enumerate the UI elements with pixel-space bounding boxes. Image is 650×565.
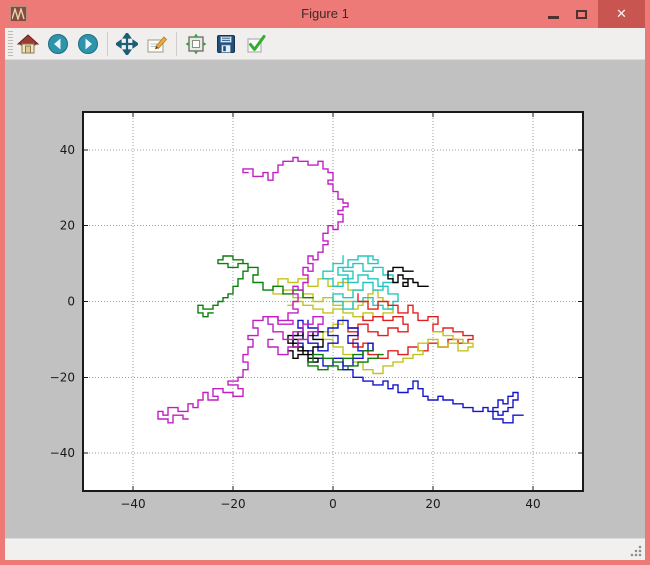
toolbar-separator (176, 31, 177, 56)
status-bar (5, 538, 645, 560)
resize-grip-icon[interactable] (630, 545, 642, 557)
back-arrow-icon (48, 33, 68, 54)
walk-magenta-1 (242, 156, 349, 356)
walk-black-1 (387, 266, 429, 288)
forward-arrow-icon (78, 33, 98, 54)
close-button[interactable]: ✕ (598, 0, 645, 28)
axes-plot-area[interactable]: −40 −20 0 20 40 −40 −20 0 20 40 (50, 111, 584, 511)
figure-canvas[interactable]: −40 −20 0 20 40 −40 −20 0 20 40 (5, 60, 645, 538)
tick-label: −40 (50, 446, 75, 460)
tick-label: −20 (220, 497, 245, 511)
tick-label: 40 (60, 143, 75, 157)
pencil-note-icon (147, 35, 168, 52)
walk-green-1 (197, 255, 314, 318)
pan-button[interactable] (113, 30, 141, 58)
window-title: Figure 1 (301, 6, 349, 21)
figure-toolbar (5, 28, 645, 60)
maximize-button[interactable] (568, 0, 594, 28)
home-icon (17, 33, 39, 53)
apply-button[interactable] (242, 30, 270, 58)
walk-magenta-2 (157, 315, 289, 424)
tick-label: −40 (120, 497, 145, 511)
tick-label: 0 (67, 295, 75, 309)
toolbar-grip[interactable] (8, 30, 13, 57)
walk-red-1 (347, 293, 474, 360)
walk-blue-2 (342, 361, 524, 424)
minimize-button[interactable] (540, 0, 566, 28)
tick-label: 40 (525, 497, 540, 511)
toolbar-separator (107, 31, 108, 56)
maximize-icon (575, 9, 587, 19)
random-walk-plot[interactable]: −40 −20 0 20 40 −40 −20 0 20 40 (50, 111, 584, 511)
tick-label: 20 (60, 219, 75, 233)
save-button[interactable] (212, 30, 240, 58)
back-button[interactable] (44, 30, 72, 58)
floppy-disk-icon (217, 34, 235, 53)
matplotlib-logo-icon (10, 6, 27, 22)
pan-arrows-icon (116, 32, 138, 55)
walk-yellow-1 (272, 278, 394, 318)
minimize-icon (547, 15, 559, 19)
forward-button[interactable] (74, 30, 102, 58)
tick-label: 0 (329, 497, 337, 511)
walk-green-2 (307, 350, 384, 371)
subplots-arrows-icon (185, 33, 207, 54)
configure-subplots-button[interactable] (182, 30, 210, 58)
zoom-rect-button[interactable] (143, 30, 171, 58)
home-button[interactable] (14, 30, 42, 58)
walk-cyan-1 (322, 255, 399, 310)
tick-label: 20 (425, 497, 440, 511)
title-bar[interactable]: Figure 1 ✕ (0, 0, 650, 28)
walk-black-2 (287, 331, 324, 363)
green-check-icon (247, 34, 266, 53)
tick-label: −20 (50, 370, 75, 384)
close-icon: ✕ (616, 6, 627, 21)
